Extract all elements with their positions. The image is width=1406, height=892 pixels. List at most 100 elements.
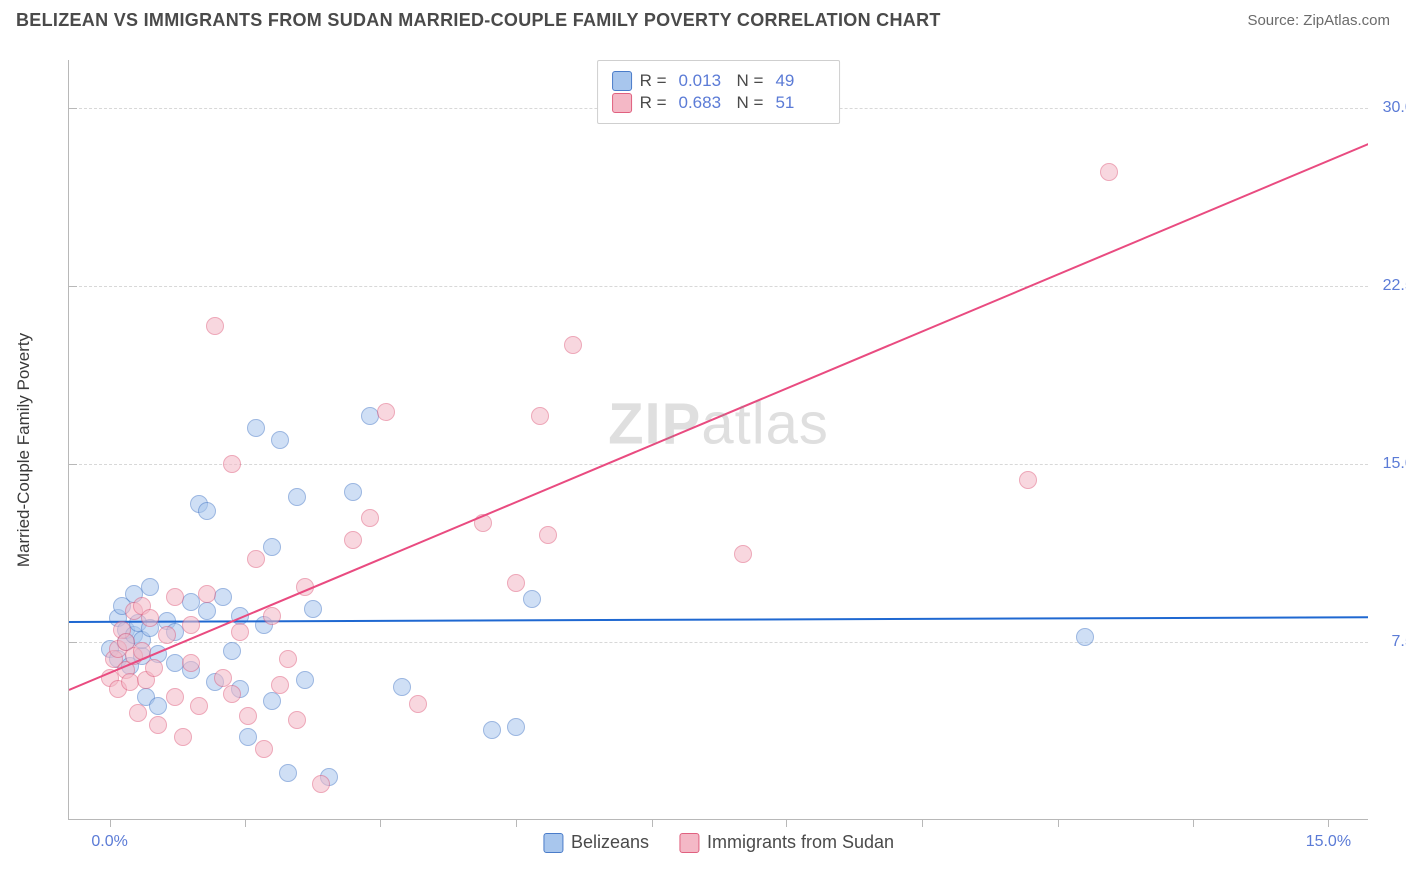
data-point bbox=[361, 509, 379, 527]
data-point bbox=[279, 764, 297, 782]
data-point bbox=[247, 550, 265, 568]
legend-n-label: N = bbox=[737, 93, 764, 113]
y-axis-title: Married-Couple Family Poverty bbox=[14, 333, 34, 567]
data-point bbox=[223, 685, 241, 703]
series-legend-item: Belizeans bbox=[543, 832, 649, 853]
data-point bbox=[483, 721, 501, 739]
legend-r-value: 0.013 bbox=[679, 71, 729, 91]
data-point bbox=[198, 602, 216, 620]
data-point bbox=[141, 609, 159, 627]
data-point bbox=[296, 671, 314, 689]
trend-line bbox=[69, 143, 1368, 691]
legend-row: R = 0.013 N = 49 bbox=[612, 71, 826, 91]
y-tick bbox=[69, 642, 77, 643]
y-tick-label: 22.5% bbox=[1383, 277, 1406, 295]
data-point bbox=[539, 526, 557, 544]
legend-swatch bbox=[543, 833, 563, 853]
y-tick bbox=[69, 286, 77, 287]
x-tick bbox=[1193, 819, 1194, 827]
chart-title: BELIZEAN VS IMMIGRANTS FROM SUDAN MARRIE… bbox=[16, 10, 941, 31]
x-tick bbox=[1328, 819, 1329, 827]
data-point bbox=[344, 483, 362, 501]
data-point bbox=[166, 588, 184, 606]
data-point bbox=[523, 590, 541, 608]
data-point bbox=[206, 317, 224, 335]
data-point bbox=[214, 588, 232, 606]
data-point bbox=[1076, 628, 1094, 646]
chart-container: Married-Couple Family Poverty ZIPatlas R… bbox=[50, 50, 1390, 850]
x-tick bbox=[110, 819, 111, 827]
data-point bbox=[231, 623, 249, 641]
plot-area: ZIPatlas R =0.013N =49R =0.683N =51 Beli… bbox=[68, 60, 1368, 820]
y-tick bbox=[69, 464, 77, 465]
legend-r-value: 0.683 bbox=[679, 93, 729, 113]
legend-swatch bbox=[679, 833, 699, 853]
data-point bbox=[149, 716, 167, 734]
gridline bbox=[69, 464, 1368, 465]
data-point bbox=[239, 728, 257, 746]
series-legend: Belizeans Immigrants from Sudan bbox=[543, 832, 894, 853]
data-point bbox=[1019, 471, 1037, 489]
legend-r-label: R = bbox=[640, 71, 667, 91]
data-point bbox=[263, 538, 281, 556]
data-point bbox=[288, 711, 306, 729]
data-point bbox=[145, 659, 163, 677]
x-tick-label: 15.0% bbox=[1306, 833, 1351, 851]
data-point bbox=[158, 626, 176, 644]
source-attribution: Source: ZipAtlas.com bbox=[1247, 12, 1390, 29]
data-point bbox=[198, 585, 216, 603]
data-point bbox=[223, 455, 241, 473]
legend-n-value: 51 bbox=[775, 93, 825, 113]
data-point bbox=[507, 574, 525, 592]
data-point bbox=[288, 488, 306, 506]
legend-n-value: 49 bbox=[775, 71, 825, 91]
data-point bbox=[149, 697, 167, 715]
data-point bbox=[129, 704, 147, 722]
data-point bbox=[166, 688, 184, 706]
data-point bbox=[271, 676, 289, 694]
x-tick-label: 0.0% bbox=[91, 833, 127, 851]
data-point bbox=[223, 642, 241, 660]
series-legend-item: Immigrants from Sudan bbox=[679, 832, 894, 853]
x-tick bbox=[922, 819, 923, 827]
series-name: Immigrants from Sudan bbox=[707, 832, 894, 853]
data-point bbox=[263, 692, 281, 710]
data-point bbox=[564, 336, 582, 354]
data-point bbox=[409, 695, 427, 713]
x-tick bbox=[245, 819, 246, 827]
data-point bbox=[377, 403, 395, 421]
data-point bbox=[239, 707, 257, 725]
y-tick-label: 7.5% bbox=[1392, 633, 1406, 651]
data-point bbox=[304, 600, 322, 618]
x-tick bbox=[1058, 819, 1059, 827]
data-point bbox=[255, 740, 273, 758]
y-tick-label: 30.0% bbox=[1383, 99, 1406, 117]
data-point bbox=[182, 616, 200, 634]
data-point bbox=[734, 545, 752, 563]
legend-swatch bbox=[612, 93, 632, 113]
data-point bbox=[121, 673, 139, 691]
data-point bbox=[531, 407, 549, 425]
correlation-legend: R = 0.013 N = 49 R = 0.683 N = 51 bbox=[597, 60, 841, 124]
data-point bbox=[344, 531, 362, 549]
legend-r-label: R = bbox=[640, 93, 667, 113]
data-point bbox=[141, 578, 159, 596]
legend-swatch bbox=[612, 71, 632, 91]
data-point bbox=[271, 431, 289, 449]
data-point bbox=[1100, 163, 1118, 181]
data-point bbox=[507, 718, 525, 736]
x-tick bbox=[652, 819, 653, 827]
data-point bbox=[247, 419, 265, 437]
data-point bbox=[279, 650, 297, 668]
data-point bbox=[190, 697, 208, 715]
data-point bbox=[393, 678, 411, 696]
data-point bbox=[312, 775, 330, 793]
legend-n-label: N = bbox=[737, 71, 764, 91]
data-point bbox=[174, 728, 192, 746]
gridline bbox=[69, 642, 1368, 643]
y-tick-label: 15.0% bbox=[1383, 455, 1406, 473]
data-point bbox=[198, 502, 216, 520]
x-tick bbox=[786, 819, 787, 827]
y-tick bbox=[69, 108, 77, 109]
data-point bbox=[263, 607, 281, 625]
